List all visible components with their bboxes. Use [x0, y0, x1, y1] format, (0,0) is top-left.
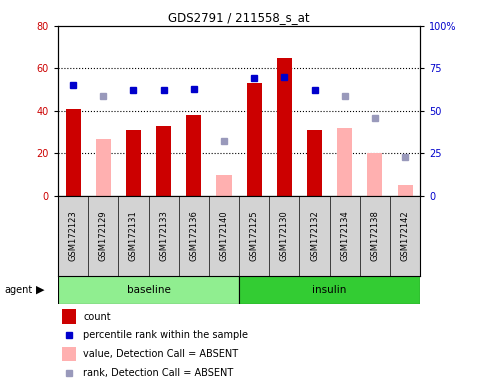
Bar	[368, 154, 383, 196]
Text: value, Detection Call = ABSENT: value, Detection Call = ABSENT	[84, 349, 239, 359]
Bar	[398, 185, 412, 196]
Text: GSM172131: GSM172131	[129, 211, 138, 262]
Text: GSM172133: GSM172133	[159, 210, 168, 262]
Bar	[126, 130, 141, 196]
Text: insulin: insulin	[313, 285, 347, 295]
Bar	[337, 128, 352, 196]
Bar	[62, 309, 76, 324]
Title: GDS2791 / 211558_s_at: GDS2791 / 211558_s_at	[168, 12, 310, 25]
Text: GSM172130: GSM172130	[280, 211, 289, 262]
Text: percentile rank within the sample: percentile rank within the sample	[84, 330, 248, 340]
Bar	[239, 276, 420, 304]
Bar	[96, 139, 111, 196]
Bar	[156, 126, 171, 196]
Bar	[247, 83, 262, 196]
Text: GSM172123: GSM172123	[69, 211, 78, 262]
Bar	[277, 58, 292, 196]
Text: GSM172138: GSM172138	[370, 210, 380, 262]
Text: GSM172132: GSM172132	[310, 211, 319, 262]
Text: GSM172129: GSM172129	[99, 211, 108, 262]
Bar	[66, 109, 81, 196]
Text: count: count	[84, 311, 111, 321]
Bar	[62, 347, 76, 361]
Bar	[58, 276, 239, 304]
Text: GSM172125: GSM172125	[250, 211, 259, 262]
Text: agent: agent	[5, 285, 33, 295]
Text: rank, Detection Call = ABSENT: rank, Detection Call = ABSENT	[84, 368, 234, 378]
Bar	[307, 130, 322, 196]
Text: ▶: ▶	[36, 285, 45, 295]
Text: GSM172134: GSM172134	[340, 211, 349, 262]
Text: baseline: baseline	[127, 285, 170, 295]
Text: GSM172136: GSM172136	[189, 210, 199, 262]
Bar	[216, 175, 231, 196]
Bar	[186, 115, 201, 196]
Text: GSM172140: GSM172140	[219, 211, 228, 262]
Text: GSM172142: GSM172142	[400, 211, 410, 262]
